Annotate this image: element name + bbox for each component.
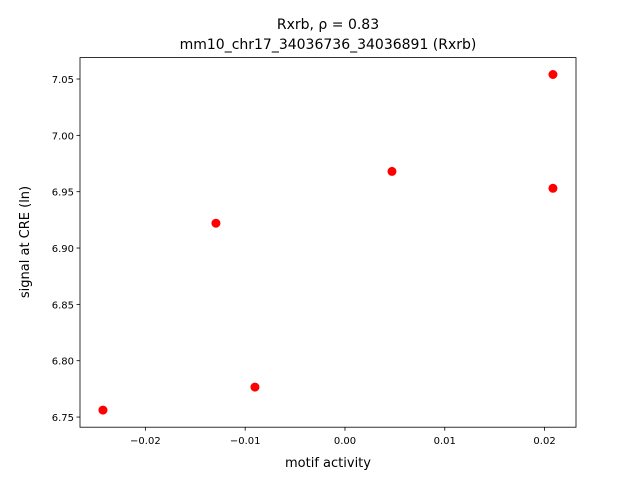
y-tick-label: 7.00 — [52, 131, 74, 142]
point — [548, 183, 558, 193]
point — [387, 166, 397, 176]
point — [250, 382, 260, 392]
x-tick-label: 0.00 — [334, 436, 356, 447]
y-tick-label: 6.85 — [52, 300, 74, 311]
y-tick-label: 6.75 — [52, 413, 74, 424]
chart-subtitle: mm10_chr17_34036736_34036891 (Rxrb) — [180, 37, 477, 53]
y-tick-label: 6.95 — [52, 188, 74, 199]
x-tick-label: 0.01 — [434, 436, 456, 447]
y-axis-label: signal at CRE (ln) — [18, 186, 33, 298]
point — [98, 405, 108, 415]
x-tick-label: −0.02 — [130, 436, 161, 447]
y-tick-label: 6.90 — [52, 244, 74, 255]
y-tick-label: 7.05 — [52, 75, 74, 86]
x-tick-label: −0.01 — [230, 436, 261, 447]
point — [548, 70, 558, 80]
point — [211, 218, 221, 228]
plot-frame — [79, 57, 577, 428]
x-tick-label: 0.02 — [533, 436, 555, 447]
y-tick-label: 6.80 — [52, 357, 74, 368]
chart-title: Rxrb, ρ = 0.83 — [277, 17, 379, 33]
x-axis-label: motif activity — [285, 456, 371, 471]
